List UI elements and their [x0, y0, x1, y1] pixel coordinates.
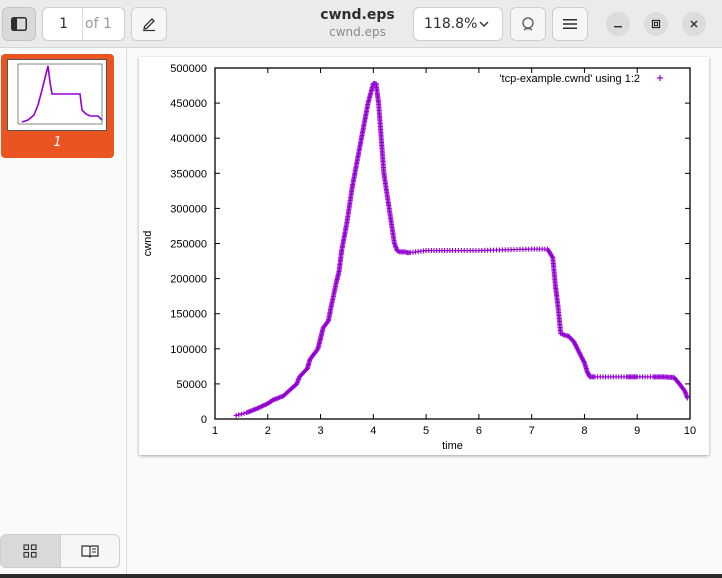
window-title: cwnd.eps cwnd.eps [290, 6, 425, 40]
y-axis-label: cwnd [142, 231, 154, 257]
document-page: 1 2 3 4 5 6 7 8 9 10 0 50000 100000 150000 200000 25000… [139, 57, 709, 455]
document-subtitle: cwnd.eps [329, 25, 386, 39]
minimize-icon [614, 26, 622, 28]
menu-button[interactable] [552, 7, 588, 41]
page-number-input[interactable] [43, 8, 83, 40]
close-icon [690, 20, 698, 28]
hamburger-menu-icon [563, 19, 577, 29]
y-tick-label: 500000 [170, 63, 207, 75]
header-bar: of 1 cwnd.eps cwnd.eps 118.8% [0, 0, 722, 48]
search-button[interactable] [510, 7, 546, 41]
y-tick-label: 350000 [170, 168, 207, 180]
window-bottom-edge [0, 574, 722, 578]
y-tick-label: 150000 [170, 309, 207, 321]
legend-plus-marker [657, 75, 663, 81]
sidebar-toggle-button[interactable] [2, 7, 36, 41]
y-tick-label: 250000 [170, 239, 207, 251]
x-tick-label: 10 [684, 425, 696, 437]
plot-points [233, 80, 690, 418]
x-tick-label: 5 [423, 425, 429, 437]
x-tick-label: 4 [370, 425, 376, 437]
legend-label: 'tcp-example.cwnd' using 1:2 [499, 73, 640, 85]
y-tick-label: 450000 [170, 98, 207, 110]
page-thumbnail-selected[interactable]: 1 [1, 54, 114, 158]
data-point [684, 395, 690, 401]
sidebar-toggle-icon [11, 17, 27, 31]
y-tick-label: 300000 [170, 203, 207, 215]
document-title: cwnd.eps [320, 7, 395, 23]
zoom-level: 118.8% [424, 16, 478, 32]
minimize-button[interactable] [606, 12, 630, 36]
data-point [236, 412, 242, 418]
x-tick-label: 2 [265, 425, 271, 437]
legend-marker [657, 75, 663, 81]
document-view: 1 2 3 4 5 6 7 8 9 10 0 50000 100000 150000 200000 25000… [127, 48, 722, 578]
y-tick-label: 400000 [170, 133, 207, 145]
thumbnail-sidebar: 1 [0, 48, 127, 578]
outline-view-button[interactable] [61, 535, 120, 567]
x-tick-label: 9 [634, 425, 640, 437]
thumbnails-view-button[interactable] [1, 535, 61, 567]
y-tick-label: 100000 [170, 344, 207, 356]
y-tick-label: 50000 [176, 379, 207, 391]
x-tick-label: 7 [529, 425, 535, 437]
x-tick-label: 1 [212, 425, 218, 437]
data-point [238, 411, 244, 417]
x-tick-label: 6 [476, 425, 482, 437]
page-count-label: of 1 [85, 16, 112, 32]
thumbnails-grid-icon [23, 544, 37, 558]
data-point [241, 410, 247, 416]
thumbnail-plot [17, 63, 103, 125]
document-outline-icon [81, 545, 99, 558]
plot-frame [214, 67, 691, 420]
search-icon [522, 17, 534, 31]
chevron-down-icon [479, 21, 489, 27]
x-axis-label: time [442, 440, 463, 452]
pencil-icon [143, 18, 155, 32]
sidebar-view-toggle [0, 534, 120, 568]
page-navigator: of 1 [42, 7, 125, 41]
maximize-icon [651, 19, 661, 29]
x-tick-label: 8 [581, 425, 587, 437]
close-button[interactable] [682, 12, 706, 36]
page-thumbnail-image [7, 59, 107, 131]
data-point [233, 412, 239, 418]
cwnd-plot: 1 2 3 4 5 6 7 8 9 10 0 50000 100000 150000 200000 25000… [142, 63, 696, 452]
annotate-button[interactable] [131, 7, 167, 41]
thumbnail-page-number: 1 [53, 135, 62, 150]
y-tick-label: 0 [201, 414, 207, 426]
maximize-button[interactable] [644, 12, 668, 36]
x-tick-label: 3 [317, 425, 323, 437]
zoom-dropdown[interactable]: 118.8% [413, 7, 503, 41]
plot-axes: 1 2 3 4 5 6 7 8 9 10 0 50000 100000 150000 200000 25000… [170, 63, 696, 437]
y-tick-label: 200000 [170, 274, 207, 286]
